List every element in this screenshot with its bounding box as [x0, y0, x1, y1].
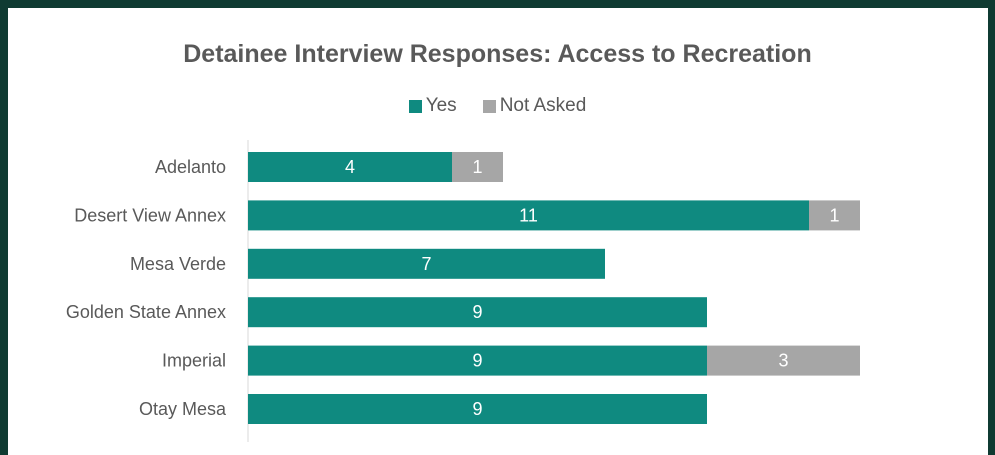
category-label-otay-mesa: Otay Mesa: [139, 399, 227, 419]
data-label-yes-imperial: 9: [472, 351, 482, 371]
chart-title: Detainee Interview Responses: Access to …: [183, 40, 812, 68]
bar-not-asked-desert-view-annex: [809, 200, 860, 231]
category-label-imperial: Imperial: [162, 351, 226, 371]
data-label-yes-adelanto: 4: [345, 157, 355, 177]
bar-not-asked-adelanto: [452, 152, 503, 182]
category-label-adelanto: Adelanto: [155, 157, 226, 177]
data-label-not-asked-desert-view-annex: 1: [829, 205, 839, 225]
data-label-yes-golden-state-annex: 9: [472, 302, 482, 322]
data-label-yes-desert-view-annex: 11: [519, 205, 538, 225]
legend-swatch-not-asked: [482, 99, 496, 113]
bar-not-asked-imperial: [707, 345, 860, 376]
legend-item-yes: Yes: [408, 95, 457, 117]
bar-yes-mesa-verde: [248, 248, 605, 279]
data-label-yes-mesa-verde: 7: [421, 254, 431, 274]
category-label-mesa-verde: Mesa Verde: [130, 254, 226, 274]
bar-yes-otay-mesa: [248, 394, 707, 424]
bar-yes-golden-state-annex: [248, 297, 707, 328]
legend: Yes Not Asked: [0, 95, 995, 117]
legend-item-not-asked: Not Asked: [482, 95, 587, 117]
legend-label-not-asked: Not Asked: [499, 95, 587, 116]
category-label-golden-state-annex: Golden State Annex: [66, 302, 226, 322]
bar-yes-adelanto: [248, 152, 452, 182]
data-label-not-asked-imperial: 3: [778, 351, 788, 371]
data-label-yes-otay-mesa: 9: [472, 399, 482, 419]
bar-yes-desert-view-annex: [248, 200, 809, 231]
bar-yes-imperial: [248, 345, 707, 376]
legend-swatch-yes: [408, 99, 422, 113]
data-label-not-asked-adelanto: 1: [472, 157, 482, 177]
legend-label-yes: Yes: [425, 95, 457, 116]
category-label-desert-view-annex: Desert View Annex: [74, 205, 226, 225]
